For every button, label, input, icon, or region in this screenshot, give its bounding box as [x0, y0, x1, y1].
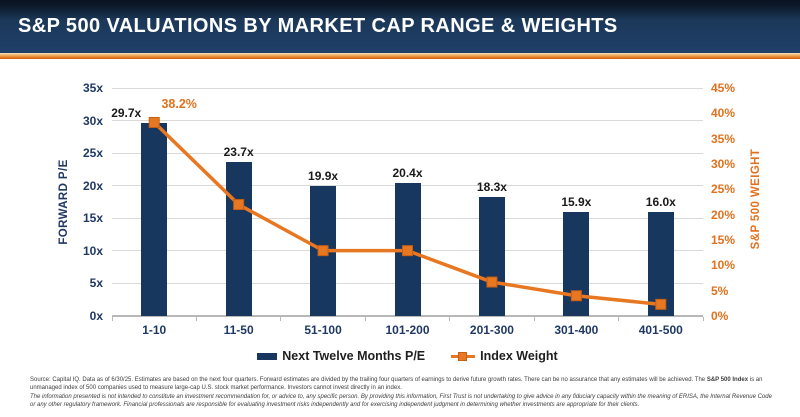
legend-label-pe: Next Twelve Months P/E [282, 349, 426, 363]
bar-value-label: 18.3x [476, 179, 507, 194]
bar [647, 211, 674, 316]
x-axis-label: 401-500 [638, 323, 683, 337]
y-axis-left-tick-label: 0x [89, 309, 103, 323]
y-axis-right-tick-label: 30% [711, 157, 736, 171]
chart-legend: Next Twelve Months P/E Index Weight [112, 349, 703, 363]
weight-annotation: 38.2% [161, 97, 197, 112]
legend-bar-swatch-icon [257, 352, 278, 360]
y-axis-right-tick-label: 20% [711, 207, 736, 222]
legend-item-weight: Index Weight [451, 349, 558, 363]
x-axis-label: 51-100 [304, 323, 342, 337]
source-line: Source: Capital IQ. Data as of 6/30/25. … [30, 377, 763, 391]
bar-value-label: 20.4x [392, 166, 423, 181]
x-axis-tick [364, 317, 366, 321]
y-axis-left-tick-label: 15x [82, 211, 103, 226]
x-axis-tick [195, 317, 197, 321]
y-axis-right-tick-label: 5% [711, 283, 729, 298]
x-axis-tick [449, 317, 451, 321]
bar-value-label: 29.7x [111, 105, 142, 120]
legend-item-pe: Next Twelve Months P/E [257, 349, 425, 363]
y-axis-right-tick-label: 0% [711, 309, 729, 323]
y-axis-left-tick-label: 35x [82, 81, 103, 95]
bar [225, 161, 252, 316]
y-axis-right-tick-label: 40% [711, 106, 736, 121]
bar-value-label: 23.7x [223, 144, 254, 159]
disclaimer-line: The information presented is not intende… [30, 394, 772, 409]
bar [563, 212, 590, 316]
x-axis-label: 301-400 [554, 323, 599, 337]
y-axis-right-tick-label: 10% [711, 258, 736, 273]
x-axis-tick [280, 317, 282, 321]
left-axis-title: FORWARD P/E [58, 159, 70, 245]
x-axis-line [112, 315, 703, 317]
y-axis-right-tick-label: 35% [711, 131, 736, 146]
bar [310, 186, 337, 316]
x-axis-label: 101-200 [385, 323, 430, 337]
legend-line-swatch-icon [451, 351, 476, 361]
right-axis-title: S&P 500 WEIGHT [750, 148, 762, 250]
x-axis-tick [111, 317, 113, 321]
bar [478, 196, 505, 316]
y-axis-left-tick-label: 5x [89, 276, 103, 291]
header-accent-bar [0, 53, 800, 59]
y-axis-left-tick-label: 25x [82, 146, 103, 161]
legend-label-weight: Index Weight [480, 349, 558, 363]
x-axis-label: 1-10 [142, 323, 167, 337]
x-axis-tick [618, 317, 620, 321]
x-axis-label: 201-300 [469, 323, 514, 337]
bar [394, 183, 421, 316]
y-axis-right-tick-label: 45% [711, 81, 736, 95]
gridline [112, 87, 703, 89]
bar [141, 122, 168, 316]
page-title: S&P 500 VALUATIONS BY MARKET CAP RANGE &… [18, 15, 618, 37]
y-axis-left-tick-label: 20x [82, 178, 103, 193]
x-axis-label: 11-50 [223, 323, 254, 337]
footnote: Source: Capital IQ. Data as of 6/30/25. … [30, 377, 776, 412]
gridline [112, 120, 703, 122]
y-axis-right-tick-label: 25% [711, 182, 736, 197]
gridline [112, 152, 703, 154]
x-axis-tick [533, 317, 535, 321]
bar-value-label: 16.0x [645, 194, 676, 209]
y-axis-left-tick-label: 10x [82, 243, 103, 258]
y-axis-right-tick-label: 15% [711, 233, 736, 247]
bar-value-label: 15.9x [561, 195, 592, 210]
bar-value-label: 19.9x [308, 169, 339, 184]
x-axis-tick [702, 317, 704, 321]
header-banner: S&P 500 VALUATIONS BY MARKET CAP RANGE &… [0, 0, 800, 53]
y-axis-left-tick-label: 30x [82, 113, 103, 128]
